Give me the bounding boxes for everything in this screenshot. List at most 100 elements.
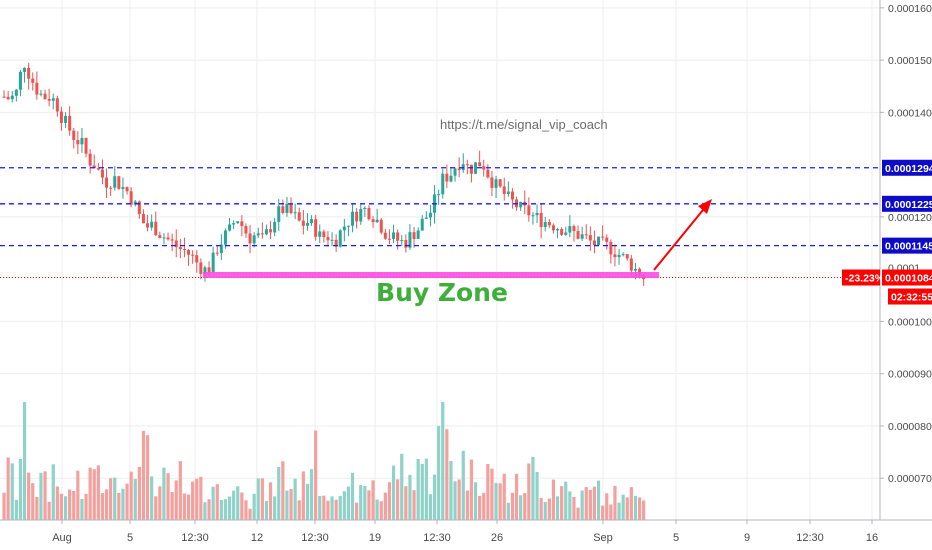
change-badge	[842, 269, 880, 286]
candle-body	[539, 212, 543, 228]
volume-bar	[14, 499, 18, 520]
volume-bar	[145, 435, 150, 520]
candle-body	[158, 235, 162, 239]
candle-body	[625, 254, 629, 259]
volume-bar	[412, 490, 416, 520]
candle-body	[260, 233, 264, 235]
volume-bar	[617, 502, 621, 520]
time-tick-label: 12:30	[181, 532, 209, 544]
volume-bar	[437, 425, 441, 520]
candle-body	[633, 268, 637, 271]
time-tick-label: 12:30	[423, 532, 451, 544]
volume-bar	[211, 486, 215, 520]
volume-bar	[63, 496, 68, 520]
time-tick-label: 26	[491, 532, 503, 544]
candle-body	[502, 186, 506, 194]
volume-bar	[244, 500, 248, 520]
candle-body	[248, 233, 252, 244]
candle-body	[76, 139, 80, 145]
candle-body	[51, 98, 55, 101]
countdown-badge	[888, 288, 932, 305]
candle-body	[494, 179, 498, 188]
volume-bar	[121, 488, 125, 520]
candle-layer	[2, 62, 646, 286]
volume-bar	[400, 453, 404, 520]
volume-bar	[359, 485, 363, 520]
volume-bar	[420, 463, 424, 520]
volume-bar	[277, 467, 281, 520]
volume-bar	[629, 487, 633, 520]
volume-bar	[51, 464, 55, 520]
candle-body	[527, 205, 531, 216]
candle-body	[342, 226, 346, 231]
candle-body	[346, 225, 350, 227]
candle-body	[617, 254, 621, 258]
volume-bar	[6, 457, 10, 520]
volume-bar	[10, 463, 14, 520]
volume-bar	[473, 482, 478, 520]
candle-body	[568, 226, 572, 233]
volume-bar	[596, 480, 601, 520]
candle-body	[498, 179, 502, 187]
current-price-badge-label: 0.0001084	[885, 273, 932, 285]
volume-bar	[39, 472, 43, 520]
candle-body	[560, 228, 564, 235]
volume-bar	[289, 488, 293, 520]
level-layer	[0, 167, 880, 279]
candle-body	[330, 239, 334, 241]
volume-bar	[158, 486, 162, 520]
volume-bar	[129, 471, 133, 520]
volume-bar	[117, 492, 121, 520]
candle-body	[109, 187, 113, 189]
volume-bar	[297, 500, 301, 520]
candle-body	[146, 223, 150, 228]
candle-body	[605, 237, 609, 242]
volume-bar	[248, 508, 252, 520]
volume-bar	[195, 478, 199, 520]
volume-bar	[551, 479, 556, 520]
time-tick-label: 19	[369, 532, 381, 544]
level-badge-label: 0.0001225	[885, 199, 932, 211]
candle-body	[490, 177, 494, 188]
candle-body	[232, 223, 236, 225]
time-tick-label: 12:30	[796, 532, 824, 544]
current-price-badge	[882, 269, 932, 286]
volume-bar	[338, 496, 342, 520]
candle-body	[117, 176, 121, 189]
volume-bar	[162, 467, 166, 520]
candle-body	[359, 209, 363, 222]
candle-body	[486, 169, 490, 178]
candle-body	[576, 231, 580, 239]
candle-body	[166, 237, 170, 240]
candle-body	[326, 237, 330, 241]
candle-body	[113, 176, 117, 188]
candle-body	[334, 239, 338, 247]
volume-bar	[469, 459, 474, 520]
volume-bar	[490, 468, 494, 520]
volume-bar	[432, 474, 437, 520]
time-tick-label: Sep	[593, 532, 613, 544]
volume-bar	[96, 465, 100, 520]
volume-bar	[637, 497, 642, 520]
volume-bar	[547, 498, 551, 520]
volume-bar	[207, 499, 211, 520]
time-axis[interactable]: Aug 5 12:30 12 12:30 19 12:30 26 Sep 5 9 12:30 16	[52, 520, 878, 544]
time-tick-label: 9	[744, 532, 750, 544]
volume-bar	[576, 507, 580, 520]
volume-bar	[219, 500, 223, 520]
candle-body	[211, 252, 215, 273]
volume-bar	[100, 493, 105, 520]
candle-body	[510, 191, 514, 200]
volume-bar	[137, 466, 141, 520]
candle-body	[535, 212, 539, 216]
level-badge	[882, 159, 932, 176]
volume-bar	[633, 495, 638, 520]
volume-bar	[449, 461, 453, 520]
candle-body	[256, 233, 260, 236]
volume-bar	[47, 501, 51, 520]
volume-bar	[293, 478, 297, 520]
candle-body	[6, 96, 10, 100]
